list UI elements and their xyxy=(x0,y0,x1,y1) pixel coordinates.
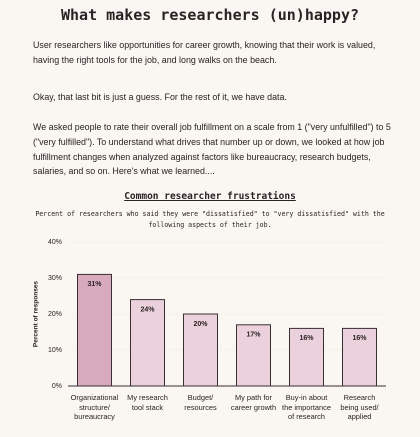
value-label: 31% xyxy=(87,281,102,288)
x-tick-label: Organizational structure/ bureaucracy xyxy=(70,393,119,422)
chart-subtitle: Percent of researchers who said they wer… xyxy=(35,210,385,229)
y-tick-label: 0% xyxy=(52,383,62,390)
bar xyxy=(342,327,377,387)
page-title: What makes researchers (un)happy? xyxy=(60,6,359,24)
paragraph: User researchers like opportunities for … xyxy=(33,40,376,65)
x-tick-label: My path for career growth xyxy=(230,393,277,412)
x-tick-label: My research tool stack xyxy=(127,393,168,412)
bar xyxy=(289,327,324,387)
y-tick-label: 10% xyxy=(48,347,62,354)
x-tick-label: Research being used/ applied xyxy=(340,393,379,422)
value-label: 17% xyxy=(246,332,261,339)
value-label: 20% xyxy=(193,321,208,328)
value-label: 16% xyxy=(352,335,367,342)
y-tick-label: 30% xyxy=(48,275,62,282)
y-tick-label: 40% xyxy=(48,239,62,246)
y-axis-label: Percent of responses xyxy=(33,281,40,347)
value-label: 24% xyxy=(140,306,155,313)
x-tick-label: Buy-in about the importance of research xyxy=(282,393,331,422)
bar xyxy=(77,273,112,387)
value-label: 16% xyxy=(299,335,314,342)
x-tick-label: Budget/ resources xyxy=(184,393,217,412)
bar xyxy=(183,313,218,387)
y-tick-label: 20% xyxy=(48,311,62,318)
bar xyxy=(236,324,271,387)
paragraph: Okay, that last bit is just a guess. For… xyxy=(33,92,287,102)
paragraph: We asked people to rate their overall jo… xyxy=(33,122,391,177)
chart-title: Common researcher frustrations xyxy=(124,191,296,202)
